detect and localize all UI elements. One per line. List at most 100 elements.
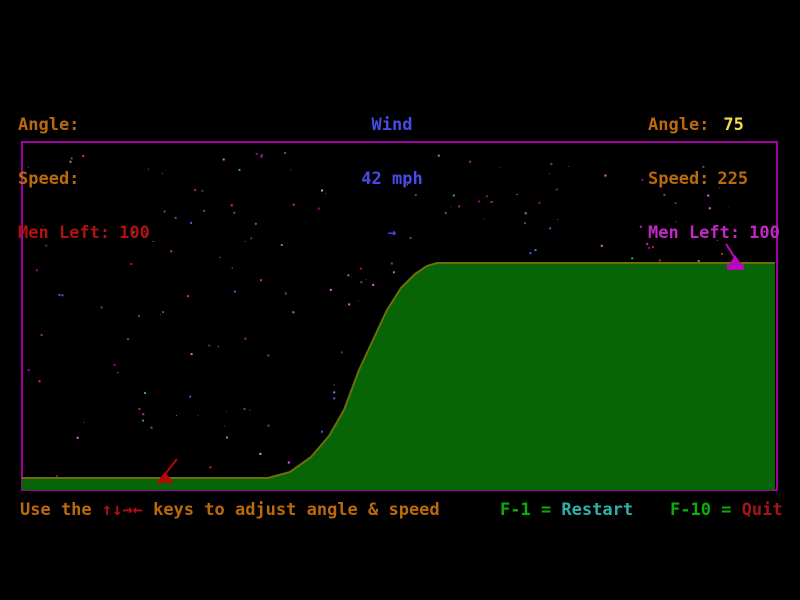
star <box>348 303 351 306</box>
star <box>260 279 262 282</box>
star <box>238 168 241 171</box>
star <box>365 279 367 280</box>
star <box>244 240 246 242</box>
star <box>444 212 447 214</box>
star <box>260 154 263 157</box>
left-speed-label: Speed: <box>18 169 80 189</box>
star <box>651 246 654 249</box>
star <box>233 290 236 293</box>
star <box>697 260 700 263</box>
star <box>117 372 119 374</box>
star <box>45 244 48 247</box>
right-speed-row: Speed: 225 <box>648 170 780 188</box>
star <box>538 201 541 204</box>
star <box>675 221 677 223</box>
left-angle-label: Angle: <box>18 115 80 135</box>
star <box>243 408 246 410</box>
restart-key: F-1 = <box>500 500 562 520</box>
star <box>450 206 452 208</box>
right-men-label: Men Left: <box>648 223 741 243</box>
star <box>226 410 227 412</box>
star <box>372 283 375 286</box>
star <box>27 369 30 372</box>
star <box>674 202 677 205</box>
star <box>138 408 141 410</box>
right-men-row: Men Left: 100 <box>648 224 780 242</box>
star <box>707 194 710 197</box>
star <box>250 237 253 240</box>
star <box>516 194 518 195</box>
star <box>478 200 481 203</box>
star <box>360 281 363 284</box>
star <box>160 314 162 316</box>
star <box>201 189 204 192</box>
arrow-keys-icon: ↑↓→← <box>101 500 143 520</box>
star <box>646 242 649 245</box>
star <box>663 193 666 196</box>
star <box>69 160 72 163</box>
star <box>249 409 251 411</box>
star <box>414 194 417 197</box>
star <box>333 397 336 400</box>
star <box>40 334 43 336</box>
star <box>287 461 290 464</box>
quit-hint: F-10 = Quit <box>670 501 783 519</box>
star <box>360 267 362 270</box>
star <box>217 346 219 348</box>
star <box>190 353 193 356</box>
star <box>648 246 651 249</box>
star <box>42 225 44 227</box>
star <box>70 157 73 160</box>
star <box>284 292 287 295</box>
star <box>190 221 192 224</box>
star <box>727 207 729 209</box>
star <box>170 250 173 253</box>
star <box>641 178 644 181</box>
star <box>226 436 228 439</box>
star <box>392 271 395 274</box>
star <box>676 177 678 179</box>
star <box>113 363 116 366</box>
star <box>144 392 146 394</box>
star <box>458 205 461 208</box>
star <box>639 225 642 228</box>
star <box>187 295 190 298</box>
right-tank-turret <box>729 255 742 265</box>
star <box>529 252 532 255</box>
star <box>523 222 526 225</box>
star <box>174 216 177 219</box>
star <box>557 219 559 220</box>
star <box>390 262 393 265</box>
star <box>485 195 488 198</box>
star <box>718 187 720 189</box>
right-angle-label: Angle: <box>648 115 710 135</box>
star <box>230 204 233 207</box>
star <box>150 426 153 429</box>
star <box>61 294 64 297</box>
left-angle-row: Angle: <box>18 116 150 134</box>
left-tank <box>156 458 178 483</box>
star <box>284 152 287 154</box>
star <box>162 311 164 314</box>
help-prefix: Use the <box>20 500 102 520</box>
star <box>28 166 29 168</box>
star <box>175 415 177 417</box>
star <box>409 236 412 239</box>
left-tank-barrel <box>165 458 178 474</box>
star <box>132 231 135 234</box>
right-angle-value: 75 <box>723 115 744 135</box>
wind-speed: 42 mph <box>361 169 423 189</box>
hud-wind: Wind 42 mph → <box>300 80 484 260</box>
star <box>244 337 247 340</box>
terrain-top-edge <box>22 262 775 479</box>
star <box>255 152 258 155</box>
left-men-label: Men Left: <box>18 223 111 243</box>
star <box>233 211 236 214</box>
star <box>203 209 206 212</box>
star <box>82 155 85 158</box>
star <box>100 306 103 309</box>
help-text: Use the ↑↓→← keys to adjust angle & spee… <box>20 501 440 519</box>
star <box>347 274 350 277</box>
